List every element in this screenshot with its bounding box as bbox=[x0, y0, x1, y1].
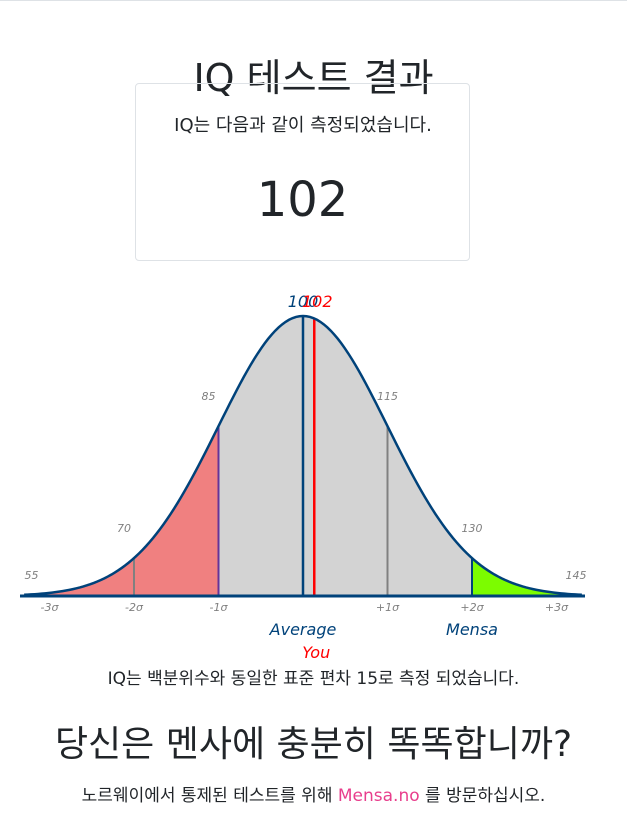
region-55-85 bbox=[24, 426, 219, 596]
sigma-label-1: -2σ bbox=[125, 601, 144, 614]
top-divider bbox=[0, 0, 627, 1]
bell-curve-chart: 55 70 85 115 130 145 -3σ -2σ -1σ +1σ +2σ +3σ 100 Aver… bbox=[20, 292, 587, 662]
iq-label-145: 145 bbox=[566, 569, 587, 582]
you-label: You bbox=[302, 643, 330, 662]
iq-label-55: 55 bbox=[25, 569, 39, 582]
region-85-130 bbox=[218, 316, 472, 596]
iq-label-85: 85 bbox=[202, 390, 216, 403]
visit-prefix: 노르웨이에서 통제된 테스트를 위해 bbox=[81, 786, 333, 806]
mensa-label: Mensa bbox=[446, 620, 498, 639]
iq-label-130: 130 bbox=[462, 522, 483, 535]
iq-label-115: 115 bbox=[377, 390, 398, 403]
bell-curve-line bbox=[24, 314, 582, 597]
sigma-label-3: +1σ bbox=[376, 601, 400, 614]
iq-label-70: 70 bbox=[117, 522, 131, 535]
sigma-label-5: +3σ bbox=[545, 601, 569, 614]
chart-note: IQ는 백분위수와 동일한 표준 편차 15로 측정 되었습니다. bbox=[107, 669, 520, 689]
visit-suffix: 를 방문하십시오. bbox=[425, 786, 546, 806]
iq-score: 102 bbox=[256, 172, 349, 228]
you-value-label: 102 bbox=[302, 292, 333, 311]
mensa-heading: 당신은 멘사에 충분히 똑똑합니까? bbox=[54, 724, 573, 765]
measured-text: IQ는 다음과 같이 측정되었습니다. bbox=[174, 115, 432, 136]
mensa-link[interactable]: Mensa.no bbox=[337, 786, 420, 806]
region-130-145 bbox=[472, 558, 582, 596]
result-card: IQ는 다음과 같이 측정되었습니다. 102 bbox=[135, 83, 470, 261]
average-value-label: 100 bbox=[288, 292, 319, 311]
sigma-label-2: -1σ bbox=[210, 601, 229, 614]
sigma-label-0: -3σ bbox=[41, 601, 60, 614]
page-title: IQ 테스트 결과 bbox=[193, 56, 434, 101]
average-label: Average bbox=[269, 620, 337, 639]
sigma-label-4: +2σ bbox=[460, 601, 484, 614]
visit-text: 노르웨이에서 통제된 테스트를 위해 Mensa.no 를 방문하십시오. bbox=[0, 784, 627, 808]
